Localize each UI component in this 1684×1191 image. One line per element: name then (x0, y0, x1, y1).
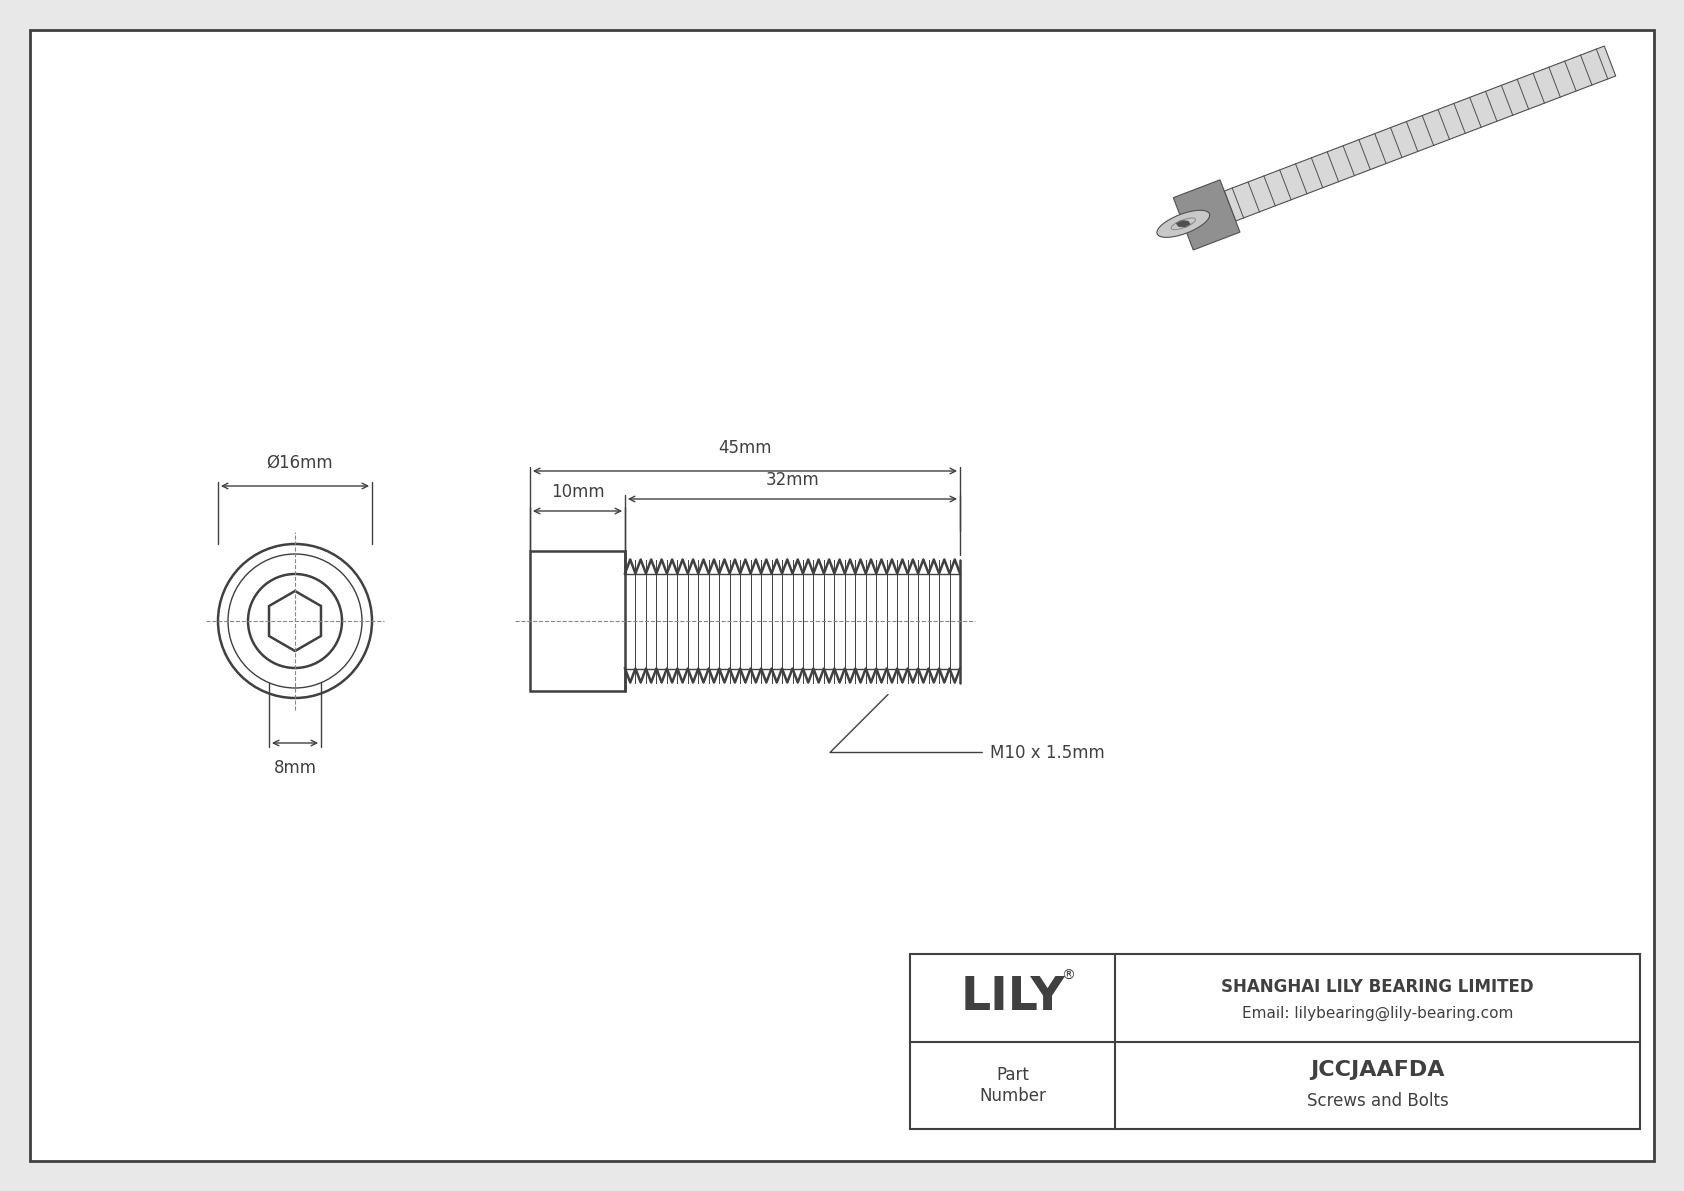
Text: Email: lilybearing@lily-bearing.com: Email: lilybearing@lily-bearing.com (1241, 1006, 1514, 1021)
Text: 32mm: 32mm (766, 470, 820, 490)
Polygon shape (1224, 46, 1615, 222)
Polygon shape (1175, 220, 1191, 227)
Ellipse shape (1157, 211, 1209, 237)
Text: M10 x 1.5mm: M10 x 1.5mm (990, 743, 1105, 761)
Bar (909, 954, 1640, 1129)
Text: 10mm: 10mm (551, 484, 605, 501)
Text: Ø16mm: Ø16mm (266, 454, 333, 472)
Bar (530, 551, 625, 691)
Text: SHANGHAI LILY BEARING LIMITED: SHANGHAI LILY BEARING LIMITED (1221, 979, 1534, 997)
Text: Screws and Bolts: Screws and Bolts (1307, 1092, 1448, 1110)
Text: 45mm: 45mm (719, 439, 771, 457)
Text: LILY: LILY (960, 975, 1066, 1019)
Text: JCCJAAFDA: JCCJAAFDA (1310, 1060, 1445, 1079)
Text: ®: ® (1061, 968, 1074, 983)
Text: Part
Number: Part Number (980, 1066, 1046, 1105)
Polygon shape (1174, 180, 1239, 250)
Text: 8mm: 8mm (273, 759, 317, 777)
